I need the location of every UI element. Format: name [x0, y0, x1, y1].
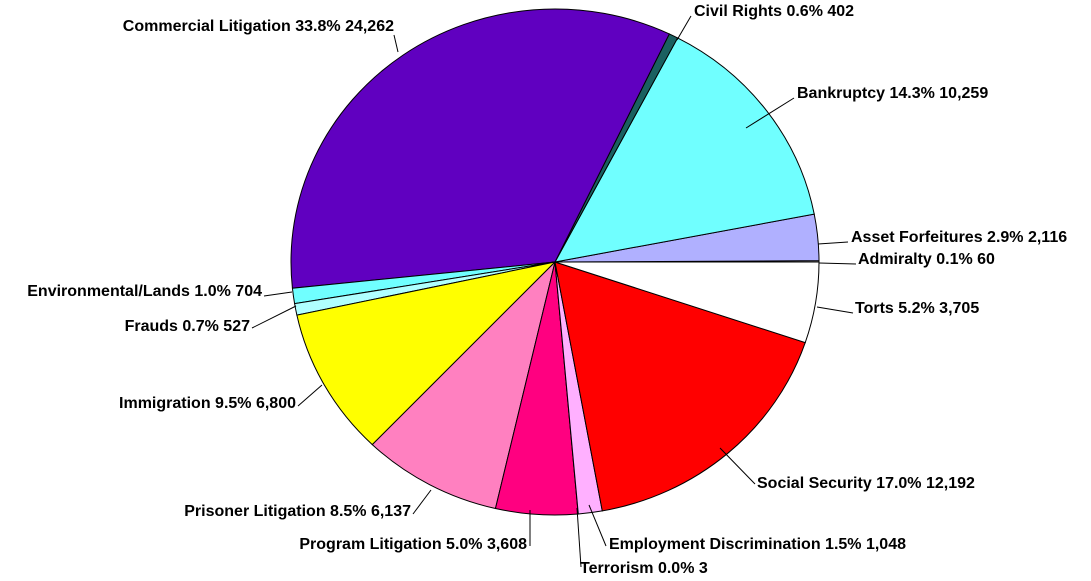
slice-social-security [554, 261, 806, 512]
leader-line-terrorism [576, 507, 582, 568]
label-admiralty: Admiralty 0.1% 60 [858, 251, 995, 268]
label-civil-rights: Civil Rights 0.6% 402 [694, 3, 854, 20]
label-program-litigation: Program Litigation 5.0% 3,608 [299, 536, 527, 553]
label-prisoner-litigation: Prisoner Litigation 8.5% 6,137 [184, 503, 411, 520]
leader-line-bankruptcy [745, 97, 795, 129]
slice-bankruptcy [554, 37, 815, 263]
leader-line-social-security [719, 447, 756, 485]
leader-line-civil-rights [676, 15, 692, 41]
slice-prisoner-litigation [371, 260, 556, 510]
label-torts: Torts 5.2% 3,705 [855, 300, 979, 317]
pie-slices [290, 8, 820, 516]
slice-commercial-litigation [290, 8, 670, 289]
label-commercial-litigation: Commercial Litigation 33.8% 24,262 [123, 18, 394, 35]
label-leader-lines [251, 15, 857, 568]
label-environmental-lands: Environmental/Lands 1.0% 704 [27, 283, 262, 300]
leader-line-immigration [297, 384, 323, 407]
slice-torts [554, 261, 820, 344]
slice-labels: Admiralty 0.1% 60 Asset Forfeitures 2.9% … [27, 3, 1067, 577]
label-terrorism: Terrorism 0.0% 3 [580, 560, 708, 577]
label-social-security: Social Security 17.0% 12,192 [757, 475, 975, 492]
leader-line-prisoner-litigation [412, 489, 432, 515]
leader-line-commercial-litigation [393, 34, 399, 53]
leader-line-frauds [251, 305, 297, 329]
leader-line-employment-discrimination [588, 504, 607, 547]
label-immigration: Immigration 9.5% 6,800 [119, 395, 296, 412]
leader-line-environmental-lands [263, 291, 293, 297]
label-asset-forfeitures: Asset Forfeitures 2.9% 2,116 [851, 229, 1067, 246]
label-frauds: Frauds 0.7% 527 [125, 318, 251, 335]
leader-line-asset-forfeitures [817, 241, 849, 245]
label-employment-discrimination: Employment Discrimination 1.5% 1,048 [609, 536, 906, 553]
label-bankruptcy: Bankruptcy 14.3% 10,259 [797, 85, 988, 102]
leader-line-torts [816, 306, 854, 314]
slice-immigration [296, 261, 557, 446]
leader-line-admiralty [818, 262, 857, 265]
